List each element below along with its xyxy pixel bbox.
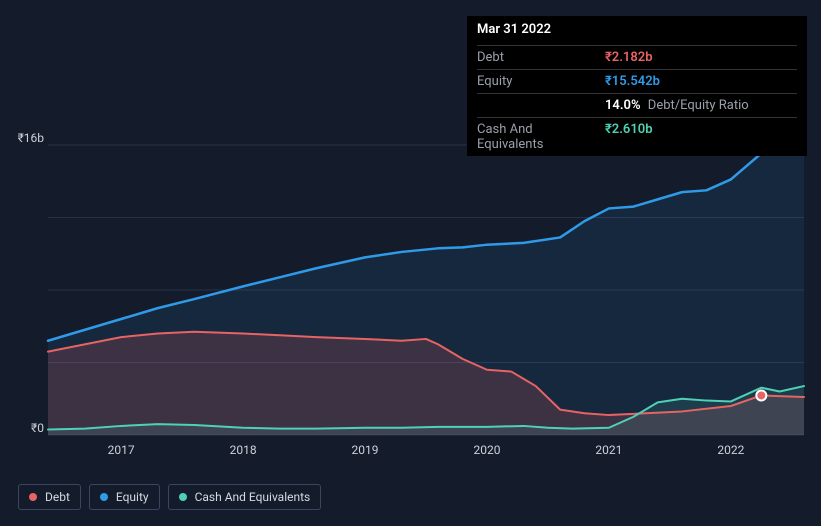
tooltip-label: Cash And Equivalents: [477, 122, 597, 152]
tooltip-date: Mar 31 2022: [477, 22, 797, 41]
chart-svg: [48, 145, 804, 435]
y-axis-label: ₹16b: [0, 131, 44, 145]
tooltip-label: Debt: [477, 50, 597, 65]
chart-container: { "layout": { "width": 821, "height": 52…: [0, 0, 821, 526]
tooltip-row: Cash And Equivalents ₹2.610b: [477, 117, 797, 156]
x-axis-label: 2019: [352, 443, 379, 457]
tooltip-label: Equity: [477, 74, 597, 89]
chart-legend: Debt Equity Cash And Equivalents: [18, 484, 321, 510]
legend-item-equity[interactable]: Equity: [89, 484, 160, 510]
x-axis-label: 2018: [230, 443, 257, 457]
x-axis-label: 2017: [108, 443, 135, 457]
chart-tooltip: Mar 31 2022 Debt ₹2.182b Equity ₹15.542b 14.…: [467, 16, 807, 156]
legend-item-cash[interactable]: Cash And Equivalents: [168, 484, 322, 510]
legend-item-debt[interactable]: Debt: [18, 484, 81, 510]
tooltip-value: ₹2.610b: [605, 122, 653, 152]
tooltip-extra: Debt/Equity Ratio: [645, 98, 749, 113]
tooltip-row: 14.0% Debt/Equity Ratio: [477, 93, 797, 117]
chart-plot-area[interactable]: [48, 145, 804, 435]
x-axis-label: 2022: [717, 443, 744, 457]
legend-label: Equity: [116, 490, 149, 504]
legend-label: Cash And Equivalents: [195, 490, 311, 504]
tooltip-value: ₹15.542b: [605, 74, 660, 89]
hover-marker: [756, 390, 766, 400]
x-axis-label: 2020: [473, 443, 500, 457]
x-axis-label: 2021: [595, 443, 622, 457]
debt-color-icon: [29, 493, 37, 501]
equity-color-icon: [100, 493, 108, 501]
tooltip-label: [477, 98, 597, 113]
legend-label: Debt: [45, 490, 70, 504]
tooltip-row: Equity ₹15.542b: [477, 69, 797, 93]
tooltip-row: Debt ₹2.182b: [477, 45, 797, 69]
tooltip-value: 14.0% Debt/Equity Ratio: [605, 98, 749, 113]
cash-color-icon: [179, 493, 187, 501]
tooltip-value: ₹2.182b: [605, 50, 653, 65]
y-axis-label: ₹0: [0, 421, 44, 435]
